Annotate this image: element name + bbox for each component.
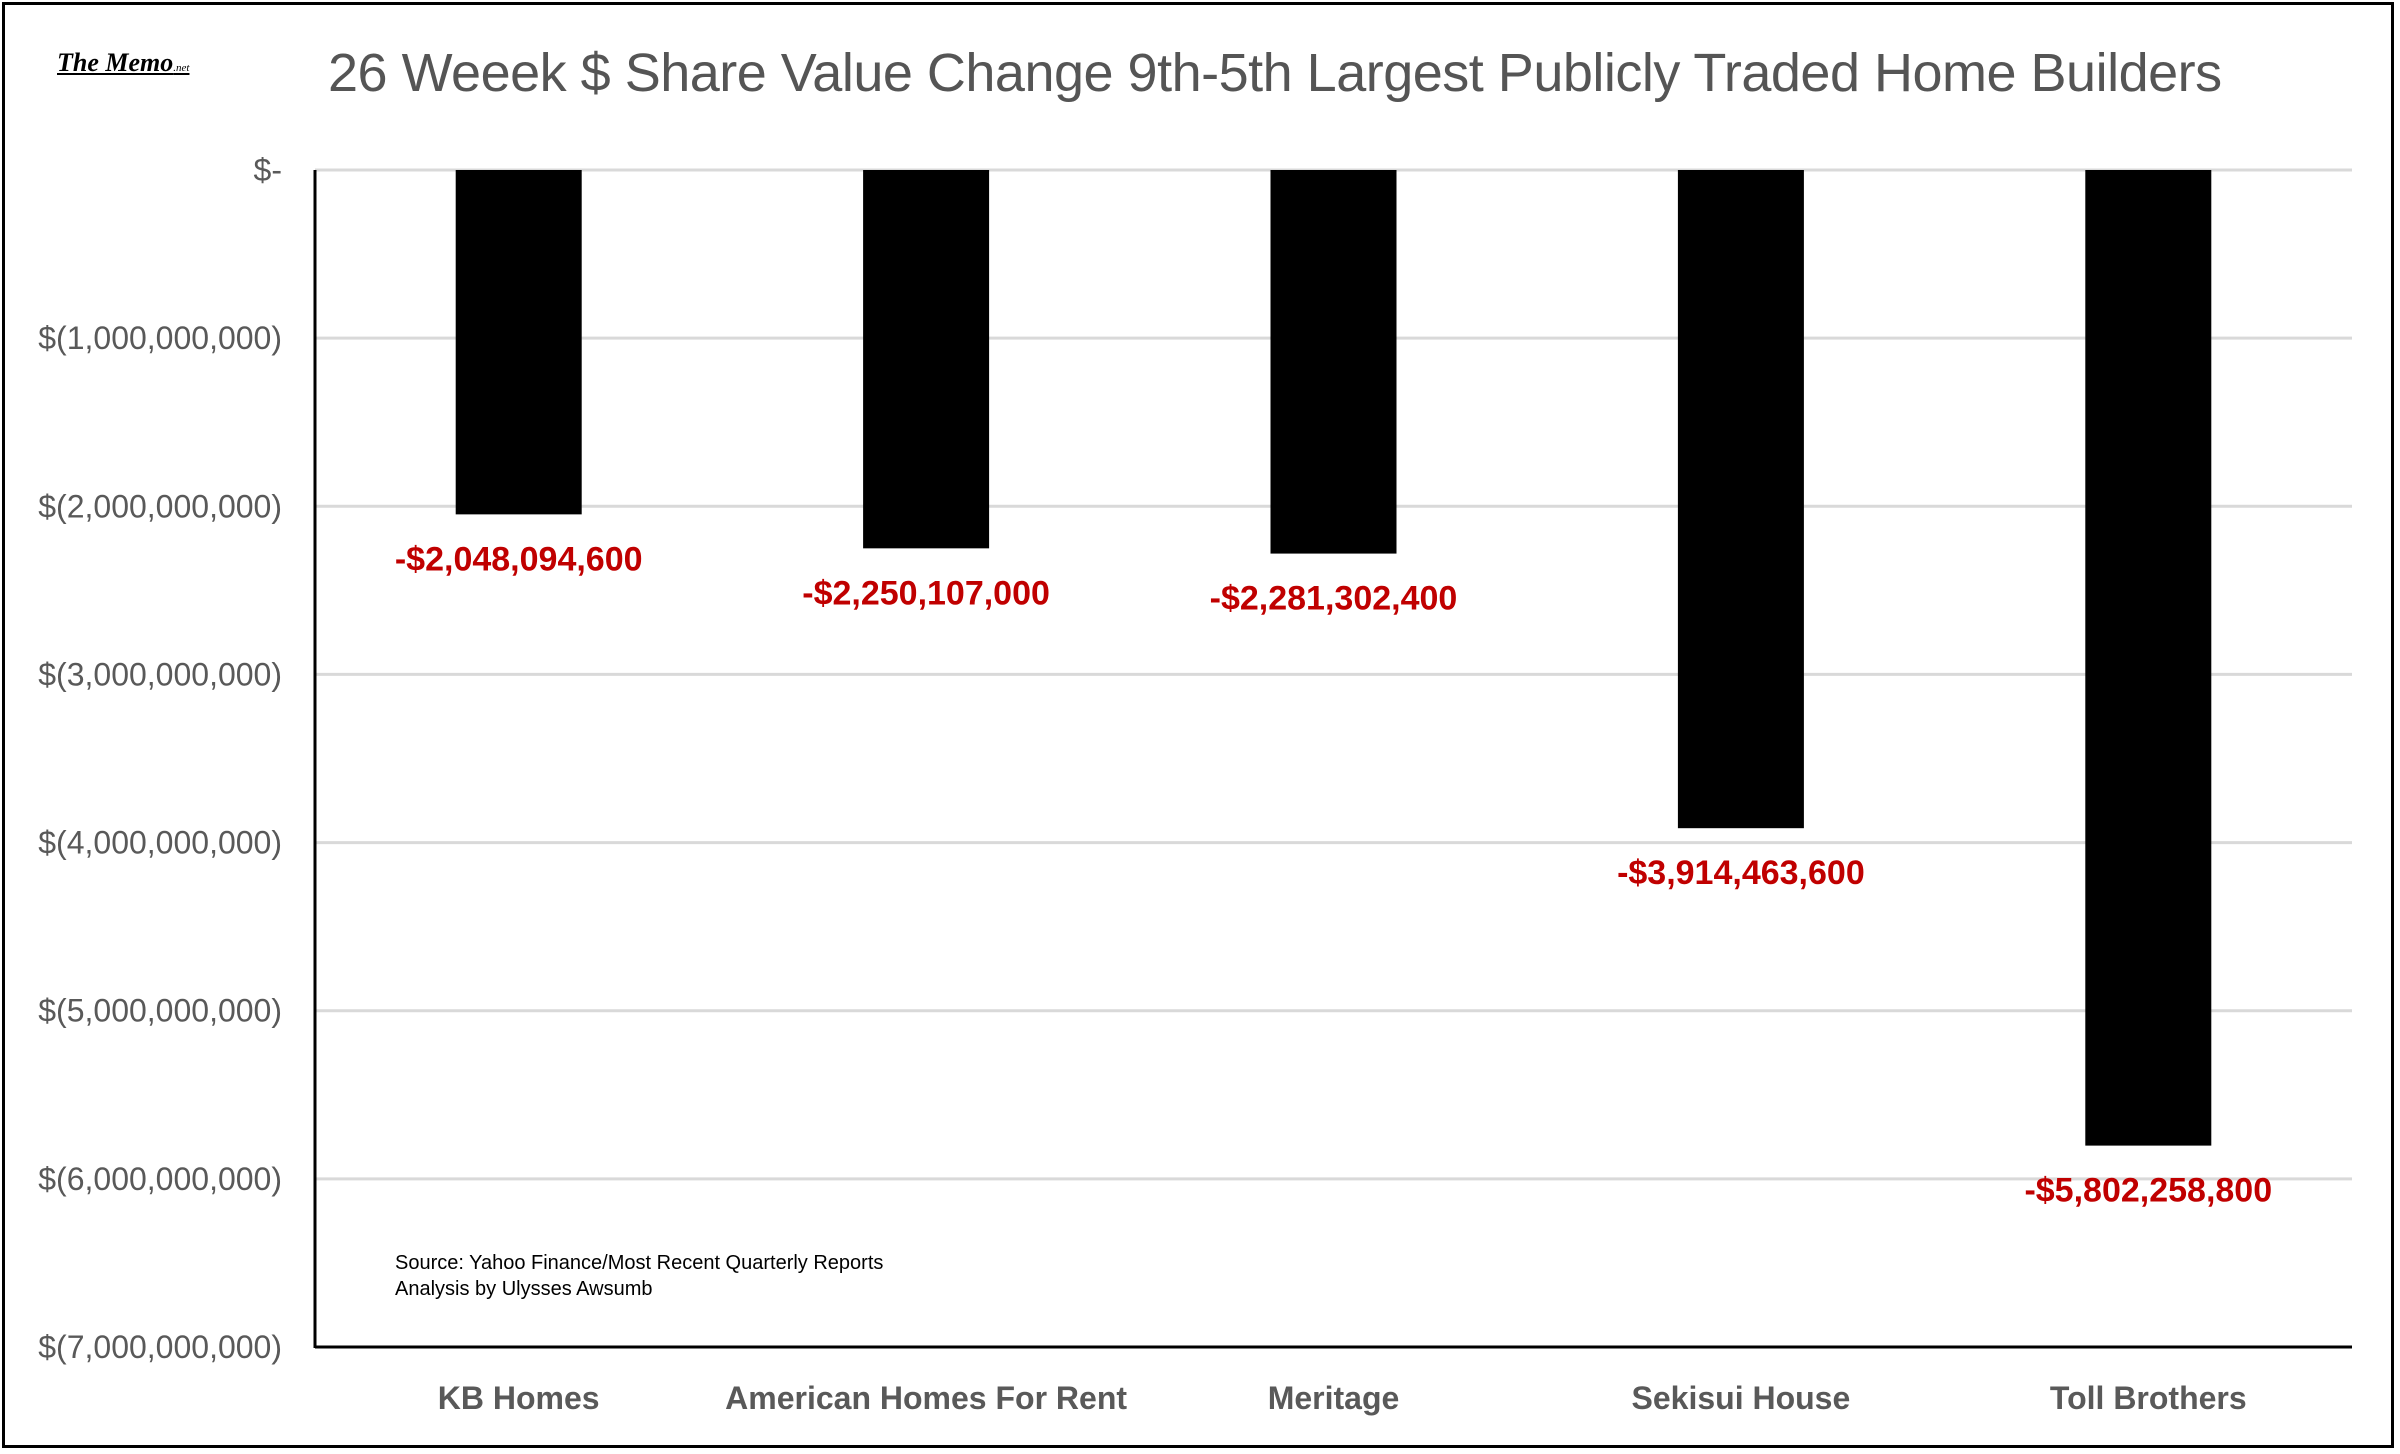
x-category-label: Toll Brothers: [2050, 1380, 2247, 1416]
logo-suffix: .net: [173, 62, 190, 74]
x-category-label: Meritage: [1268, 1380, 1400, 1416]
y-tick-label: $(7,000,000,000): [38, 1329, 282, 1365]
bar: [863, 170, 990, 549]
x-category-label: KB Homes: [438, 1380, 600, 1416]
logo-text: The Memo: [57, 48, 174, 77]
data-label: -$5,802,258,800: [2024, 1172, 2272, 1210]
data-label: -$2,048,094,600: [395, 540, 643, 578]
source-line: Source: Yahoo Finance/Most Recent Quarte…: [395, 1252, 884, 1274]
y-tick-label: $-: [254, 152, 282, 188]
data-labels: -$2,048,094,600 -$2,250,107,000 -$2,281,30…: [395, 540, 2272, 1209]
analysis-credit: Analysis by Ulysses Awsumb: [395, 1278, 653, 1300]
y-tick-labels: $- $(1,000,000,000) $(2,000,000,000) $(3,00…: [38, 152, 282, 1365]
y-tick-label: $(6,000,000,000): [38, 1161, 282, 1197]
y-tick-label: $(1,000,000,000): [38, 320, 282, 356]
x-category-label: Sekisui House: [1632, 1380, 1851, 1416]
bar: [2085, 170, 2212, 1146]
y-tick-label: $(5,000,000,000): [38, 993, 282, 1029]
data-label: -$2,281,302,400: [1210, 580, 1458, 618]
y-tick-label: $(2,000,000,000): [38, 488, 282, 524]
logo: The Memo.net: [57, 48, 189, 78]
bar: [1677, 170, 1804, 829]
axes: [313, 170, 2352, 1349]
y-tick-label: $(4,000,000,000): [38, 825, 282, 861]
bars: [455, 170, 2212, 1146]
y-tick-label: $(3,000,000,000): [38, 656, 282, 692]
data-label: -$2,250,107,000: [802, 574, 1050, 612]
x-category-label: American Homes For Rent: [725, 1380, 1127, 1416]
x-category-labels: KB Homes American Homes For Rent Meritage S…: [438, 1380, 2247, 1416]
chart-title: 26 Weeek $ Share Value Change 9th-5th La…: [328, 43, 2222, 103]
bar: [1270, 170, 1397, 554]
data-label: -$3,914,463,600: [1617, 854, 1865, 892]
bar: [455, 170, 582, 515]
source-note: Source: Yahoo Finance/Most Recent Quarte…: [395, 1250, 883, 1302]
